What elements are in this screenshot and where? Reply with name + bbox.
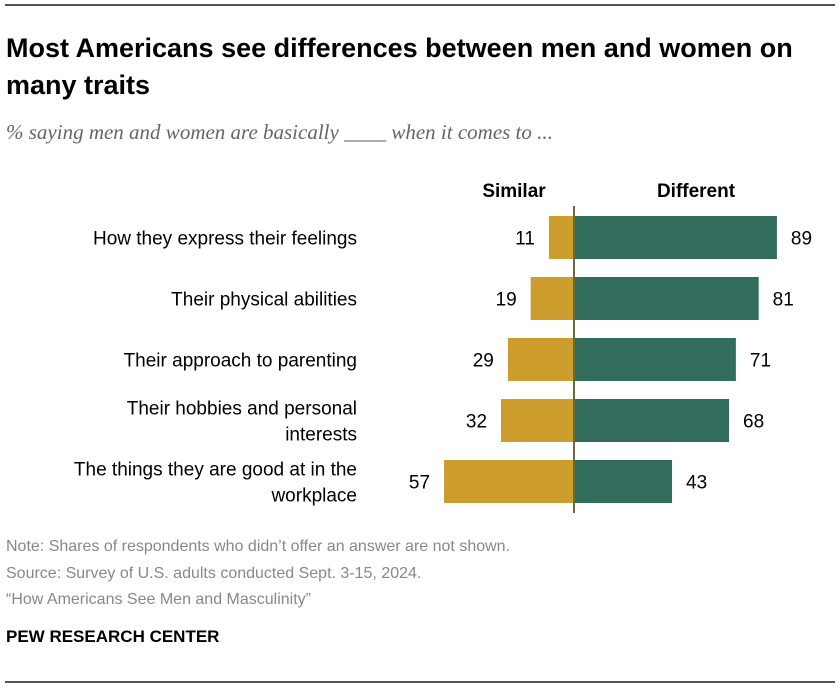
bar-similar bbox=[548, 216, 574, 259]
category-label: How they express their feelings bbox=[93, 229, 357, 250]
bar-similar bbox=[530, 277, 574, 320]
data-label-similar: 19 bbox=[496, 290, 517, 311]
legend-different: Different bbox=[657, 181, 736, 202]
data-label-different: 43 bbox=[686, 473, 707, 494]
category-label: The things they are good at in the bbox=[74, 460, 357, 481]
bottom-rule bbox=[5, 681, 835, 683]
category-label: interests bbox=[285, 425, 357, 446]
chart-title: Most Americans see differences between m… bbox=[6, 33, 793, 100]
bar-different bbox=[574, 277, 759, 320]
data-label-different: 81 bbox=[773, 290, 794, 311]
source: Source: Survey of U.S. adults conducted … bbox=[6, 565, 422, 582]
bar-chart: Similar Different 11 89 How they express the… bbox=[74, 181, 812, 513]
legend-similar: Similar bbox=[482, 181, 546, 202]
data-label-different: 89 bbox=[791, 229, 812, 250]
chart-subtitle: % saying men and women are basically ___… bbox=[6, 120, 553, 144]
data-label-similar: 32 bbox=[466, 412, 487, 433]
category-label: Their physical abilities bbox=[171, 290, 357, 311]
top-rule bbox=[5, 4, 835, 6]
data-label-different: 68 bbox=[743, 412, 764, 433]
note: Note: Shares of respondents who didn’t o… bbox=[6, 538, 511, 555]
bar-different bbox=[574, 460, 673, 503]
data-label-different: 71 bbox=[750, 351, 771, 372]
bar-different bbox=[574, 216, 777, 259]
report-title: “How Americans See Men and Masculinity” bbox=[6, 591, 312, 608]
data-label-similar: 57 bbox=[409, 473, 430, 494]
data-label-similar: 11 bbox=[515, 229, 535, 250]
category-label: Their approach to parenting bbox=[124, 351, 357, 372]
bar-similar bbox=[501, 399, 574, 442]
brand-logo-text: PEW RESEARCH CENTER bbox=[6, 627, 220, 646]
data-label-similar: 29 bbox=[473, 351, 494, 372]
bar-similar bbox=[507, 338, 574, 381]
category-label: workplace bbox=[270, 486, 357, 507]
bar-different bbox=[574, 399, 730, 442]
bar-similar bbox=[444, 460, 574, 503]
category-label: Their hobbies and personal bbox=[127, 399, 357, 420]
bar-different bbox=[574, 338, 736, 381]
